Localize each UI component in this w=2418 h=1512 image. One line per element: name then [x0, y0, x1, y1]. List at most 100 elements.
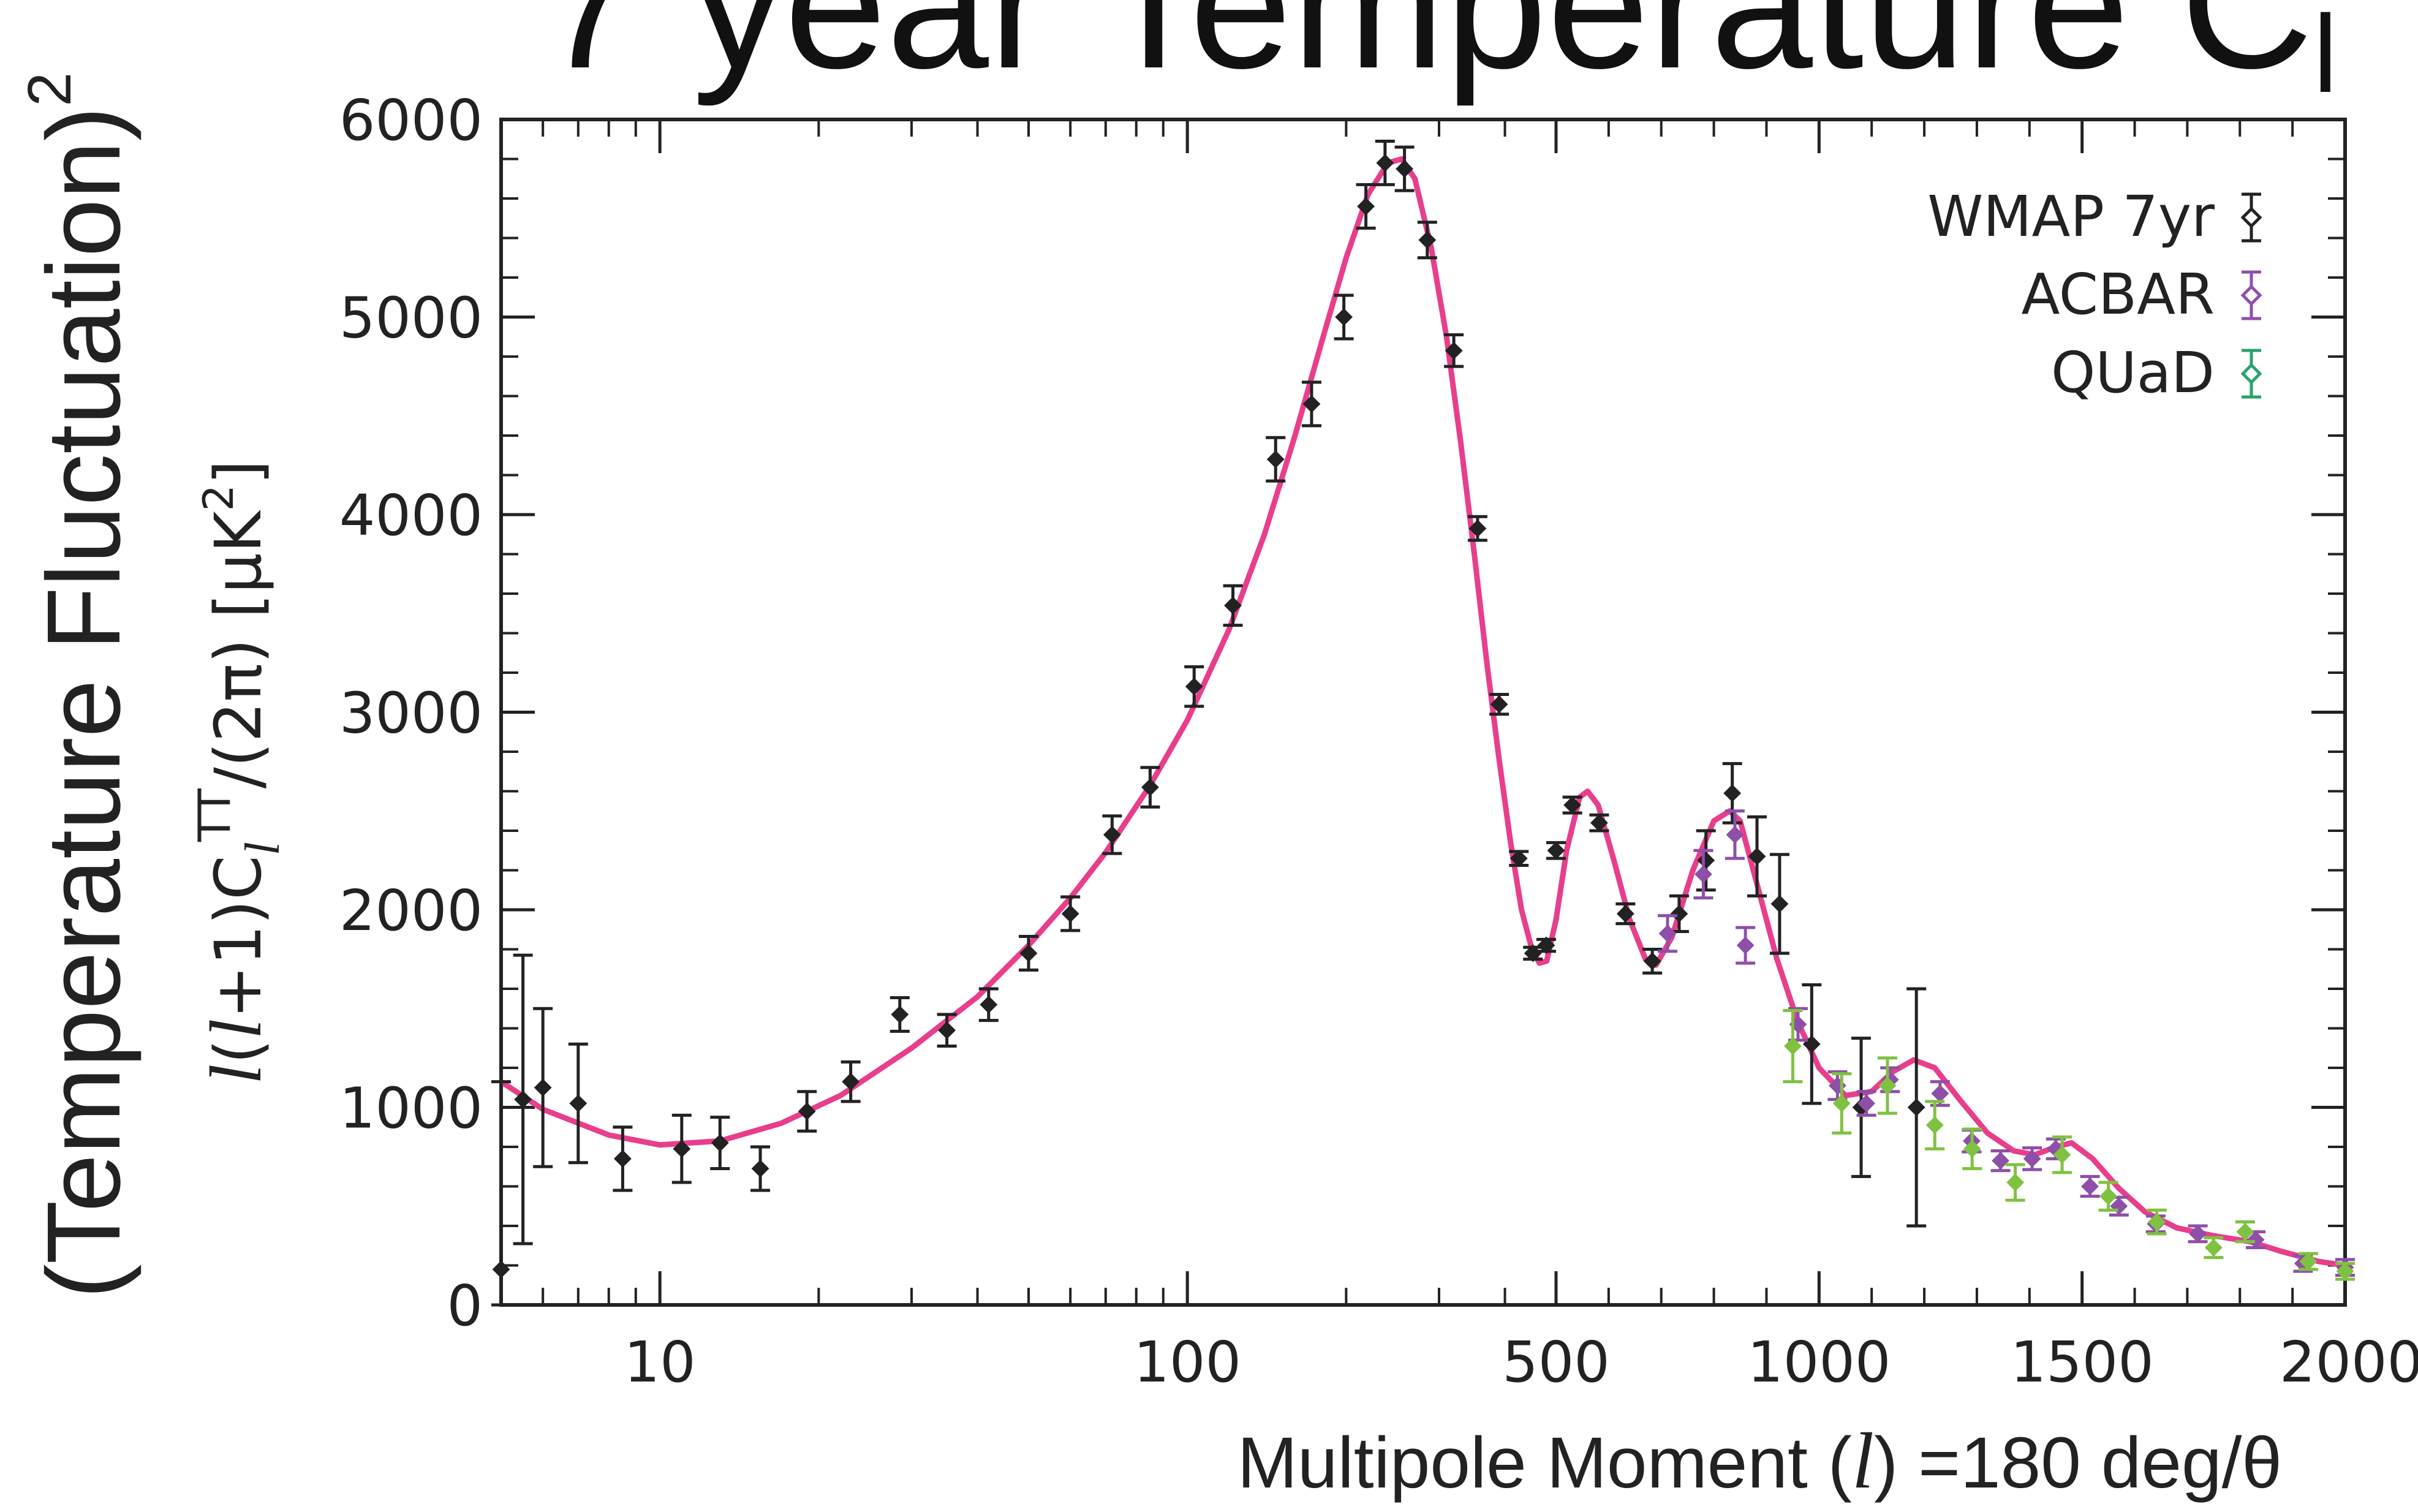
legend-marker-wmap [2240, 192, 2262, 243]
data-marker [2189, 1225, 2207, 1243]
acbar-point [1658, 914, 1678, 953]
data-marker [1396, 160, 1414, 178]
quad-point [2335, 1261, 2355, 1281]
data-marker [2023, 1149, 2041, 1168]
y-axis-label: l(l+1)ClTT/(2π) [μK2] [189, 459, 290, 1084]
y-tick-label: 0 [447, 1273, 483, 1339]
data-marker [2053, 1146, 2071, 1164]
data-marker [1748, 847, 1766, 866]
wmap-point [1060, 895, 1081, 932]
data-marker [2246, 1231, 2265, 1249]
data-marker [2081, 1177, 2099, 1195]
data-marker [1266, 450, 1285, 469]
data-marker [1103, 826, 1121, 844]
x-tick-label: 10 [624, 1329, 696, 1395]
acbar-point [1990, 1149, 2011, 1173]
legend-diamond [2240, 206, 2262, 229]
wmap-point [978, 987, 999, 1022]
wmap-point [841, 1060, 861, 1103]
legend-diamond [2240, 363, 2262, 385]
quad-point [2052, 1135, 2072, 1174]
wmap-point [1417, 221, 1437, 260]
data-marker [711, 1134, 729, 1152]
y-tick-label: 3000 [339, 681, 483, 746]
data-marker [2204, 1239, 2223, 1257]
wmap-point [1489, 692, 1509, 716]
acbar-point [2080, 1174, 2100, 1198]
wmap-point [1334, 293, 1354, 341]
data-marker [842, 1073, 860, 1091]
legend-label-wmap: WMAP 7yr [1927, 184, 2215, 249]
wmap-point [1802, 983, 1822, 1105]
wmap-point [1722, 762, 1742, 825]
theory-curve [499, 156, 2346, 1268]
quad-point [1832, 1072, 1852, 1135]
data-marker [2110, 1197, 2128, 1215]
wmap-point [890, 996, 910, 1033]
data-marker [514, 1091, 532, 1109]
wmap-point [750, 1145, 771, 1192]
data-marker [492, 1260, 510, 1279]
y-axis-ticks: 0 1000 2000 3000 4000 5000 6000 [339, 88, 2345, 1339]
legend-label-quad: QUaD [2051, 340, 2215, 406]
data-marker [1992, 1152, 2009, 1170]
wmap-point [1642, 948, 1663, 975]
data-marker [1590, 814, 1608, 832]
wmap-point [1394, 145, 1415, 192]
data-marker [1723, 784, 1742, 803]
data-marker [1783, 1037, 1802, 1055]
wmap-point [1467, 515, 1487, 542]
data-marker [1335, 308, 1353, 326]
wmap-point [1669, 894, 1689, 933]
data-marker [2336, 1262, 2354, 1280]
wmap-point [1223, 584, 1243, 627]
chart-title-main: 7 year Temperature C [539, 0, 2313, 108]
acbar-point [1736, 926, 1756, 965]
outer-y-axis-label-sup: 2 [15, 72, 84, 107]
y-tick-label: 6000 [339, 88, 483, 153]
data-marker [1925, 1116, 1944, 1134]
data-marker [798, 1102, 816, 1121]
legend-label-acbar: ACBAR [2021, 262, 2215, 327]
x-tick-label: 100 [1133, 1329, 1241, 1395]
y-label-l2: l [195, 1019, 276, 1039]
quad-point [2147, 1208, 2167, 1236]
wmap-point [491, 1080, 511, 1307]
wmap-point [1266, 436, 1286, 483]
x-label-l: l [1852, 1417, 1874, 1505]
wmap-point [613, 1125, 633, 1192]
data-marker [1736, 936, 1755, 954]
wmap-point [568, 1042, 588, 1165]
quad-point [1962, 1127, 1982, 1170]
data-marker [1418, 231, 1437, 249]
wmap-point [1140, 766, 1160, 809]
data-marker [1468, 520, 1487, 537]
data-marker [1509, 849, 1528, 868]
outer-y-axis-label-text: (Temperature Fluctuation) [26, 107, 142, 1299]
y-label-close: ] [201, 459, 276, 485]
y-label-l1: l [195, 1064, 276, 1084]
acbar-point [1856, 1090, 1876, 1117]
data-marker [1302, 395, 1321, 413]
wmap-point [1301, 380, 1321, 428]
data-marker [1019, 944, 1038, 962]
y-tick-label: 1000 [339, 1076, 483, 1141]
wmap-point [1523, 944, 1543, 962]
data-marker [1643, 952, 1661, 970]
quad-point [1783, 1008, 1803, 1084]
legend-markers [2240, 192, 2262, 399]
wmap-point [1589, 813, 1609, 833]
y-label-sup-2: 2 [195, 485, 243, 511]
data-marker [614, 1149, 632, 1168]
data-marker [1141, 778, 1159, 796]
data-marker [1563, 796, 1582, 814]
chart-title: 7 year Temperature Cl [539, 0, 2338, 116]
wmap-point [671, 1113, 692, 1184]
quad-point [2098, 1181, 2118, 1212]
wmap-point [797, 1090, 817, 1133]
acbar-point [1693, 849, 1713, 900]
series-quad [1783, 1008, 2355, 1281]
data-marker [569, 1094, 587, 1113]
wmap-point [1444, 333, 1464, 368]
